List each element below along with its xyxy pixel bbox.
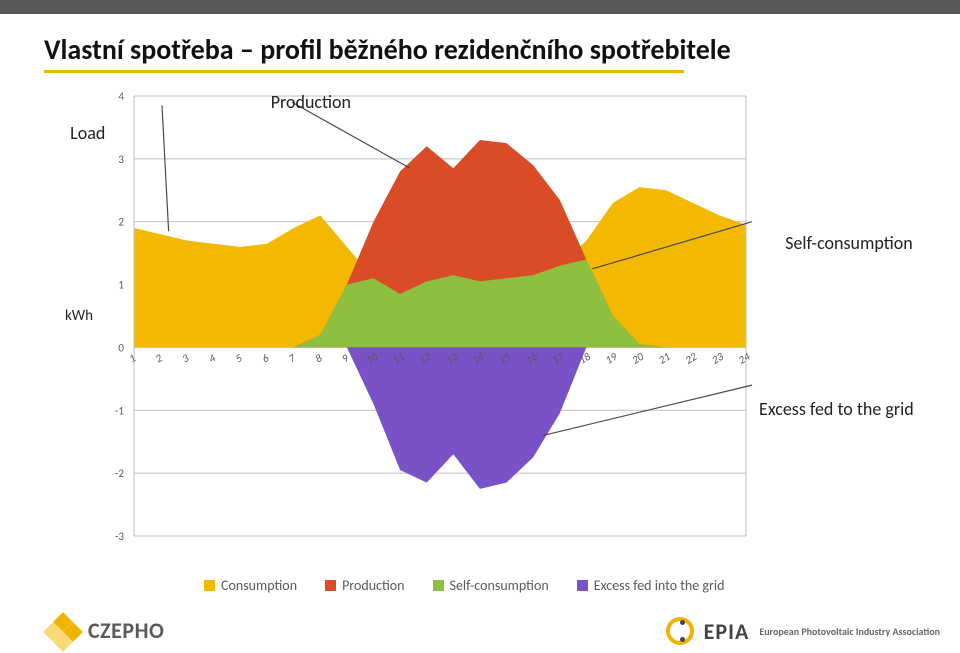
legend-item: Production: [325, 577, 404, 594]
legend-swatch: [204, 580, 215, 591]
svg-text:21: 21: [656, 350, 672, 367]
legend-label: Consumption: [221, 577, 297, 594]
svg-text:24: 24: [736, 350, 753, 367]
annotation-load: Load: [70, 122, 105, 144]
svg-text:1: 1: [118, 279, 124, 292]
chart-legend: Consumption Production Self-consumption Exc…: [204, 577, 724, 594]
czepho-icon: [44, 613, 82, 647]
epia-tagline: European Photovoltaic Industry Associati…: [759, 625, 940, 638]
svg-text:1: 1: [127, 351, 138, 365]
title-underline: [44, 70, 684, 73]
epia-logo: EPIA European Photovoltaic Industry Asso…: [666, 617, 940, 645]
svg-text:9: 9: [339, 351, 351, 365]
legend-item: Excess fed into the grid: [577, 577, 725, 594]
svg-text:23: 23: [710, 350, 727, 367]
chart-container: -3-2-101234kWh12345678910111213141516171…: [44, 86, 916, 606]
svg-text:8: 8: [313, 351, 325, 365]
footer: CZEPHO EPIA European Photovoltaic Indust…: [44, 611, 940, 647]
czepho-logo: CZEPHO: [44, 613, 164, 647]
legend-label: Excess fed into the grid: [594, 577, 725, 594]
svg-text:20: 20: [630, 350, 647, 367]
svg-text:4: 4: [118, 90, 124, 103]
legend-item: Consumption: [204, 577, 297, 594]
svg-text:7: 7: [286, 351, 298, 365]
legend-label: Production: [342, 577, 404, 594]
svg-text:3: 3: [118, 153, 124, 166]
svg-text:-3: -3: [115, 530, 124, 543]
svg-text:5: 5: [233, 351, 245, 365]
svg-text:-2: -2: [115, 467, 124, 480]
svg-text:6: 6: [260, 351, 272, 365]
svg-text:19: 19: [603, 350, 620, 367]
top-bar: [0, 0, 960, 14]
svg-text:2: 2: [118, 216, 124, 229]
legend-label: Self-consumption: [450, 577, 549, 594]
svg-text:0: 0: [118, 341, 124, 354]
svg-text:4: 4: [206, 351, 218, 365]
svg-text:22: 22: [683, 350, 700, 367]
legend-swatch: [433, 580, 444, 591]
legend-item: Self-consumption: [433, 577, 549, 594]
legend-swatch: [325, 580, 336, 591]
svg-text:3: 3: [180, 351, 192, 365]
svg-text:kWh: kWh: [65, 307, 93, 325]
annotation-self-consumption: Self-consumption: [785, 232, 913, 254]
annotation-production: Production: [271, 91, 351, 113]
area-chart: -3-2-101234kWh12345678910111213141516171…: [44, 86, 916, 606]
epia-text: EPIA: [704, 618, 750, 645]
epia-icon: [666, 617, 694, 645]
czepho-text: CZEPHO: [88, 617, 164, 644]
svg-text:2: 2: [153, 351, 165, 365]
svg-text:-1: -1: [115, 404, 124, 417]
annotation-excess: Excess fed to the grid: [759, 398, 914, 420]
page-title: Vlastní spotřeba – profil běžného rezide…: [44, 32, 731, 67]
legend-swatch: [577, 580, 588, 591]
